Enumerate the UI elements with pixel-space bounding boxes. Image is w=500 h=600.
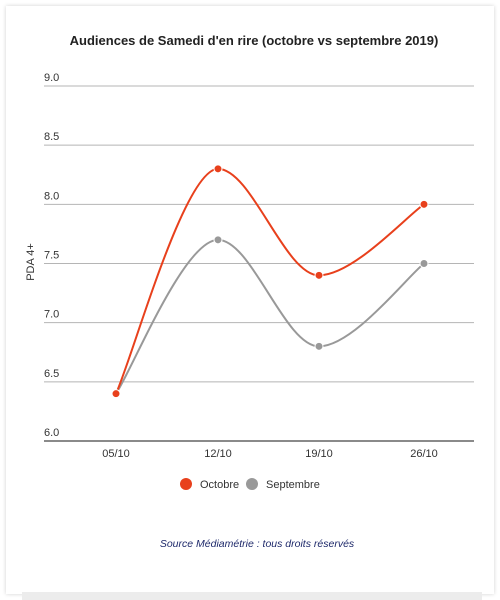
x-tick-label: 05/10 <box>102 448 130 460</box>
series-line-octobre <box>115 167 425 395</box>
y-tick-label: 8.5 <box>44 131 59 143</box>
x-tick-label: 12/10 <box>204 448 232 460</box>
data-point-octobre[interactable] <box>419 199 429 209</box>
bottom-bar <box>22 592 482 600</box>
data-point-octobre[interactable] <box>213 164 223 174</box>
y-tick-label: 6.5 <box>44 368 59 380</box>
series-group <box>111 164 429 399</box>
data-point-septembre[interactable] <box>314 341 324 351</box>
y-tick-labels: 9.0 8.5 8.0 7.5 7.0 6.5 6.0 <box>44 72 59 439</box>
legend-label-septembre[interactable]: Septembre <box>266 479 320 491</box>
data-point-septembre[interactable] <box>419 259 429 268</box>
chart-title: Audiences de Samedi d'en rire (octobre v… <box>70 33 439 48</box>
chart-frame <box>6 6 494 594</box>
y-tick-label: 7.0 <box>44 309 59 321</box>
y-tick-label: 9.0 <box>44 72 59 84</box>
x-tick-label: 26/10 <box>410 448 438 460</box>
legend-marker-octobre[interactable] <box>180 478 192 490</box>
legend-label-octobre[interactable]: Octobre <box>200 479 239 491</box>
data-point-octobre[interactable] <box>111 389 121 399</box>
y-tick-label: 6.0 <box>44 427 59 439</box>
y-tick-label: 8.0 <box>44 190 59 202</box>
y-axis-label: PDA 4+ <box>25 243 37 281</box>
grid-lines <box>44 85 474 442</box>
series-line-septembre <box>115 238 425 395</box>
legend-marker-septembre[interactable] <box>246 478 258 490</box>
x-tick-label: 19/10 <box>305 448 333 460</box>
legend: Octobre Septembre <box>180 478 320 491</box>
data-point-septembre[interactable] <box>213 235 223 245</box>
y-tick-label: 7.5 <box>44 250 59 262</box>
x-tick-labels: 05/10 12/10 19/10 26/10 <box>102 448 438 460</box>
data-point-octobre[interactable] <box>314 270 324 280</box>
source-note: Source Médiamétrie : tous droits réservé… <box>160 538 355 550</box>
